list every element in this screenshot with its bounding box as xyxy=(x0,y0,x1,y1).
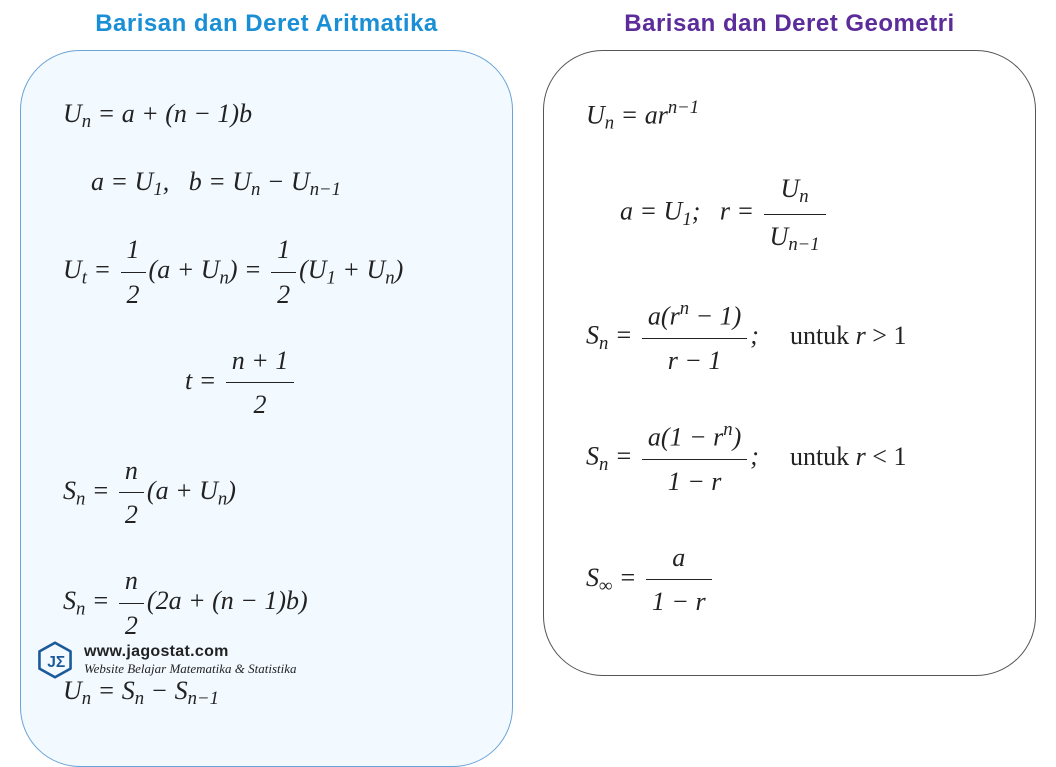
formula-s-inf: S∞ = a1 − r xyxy=(586,537,1001,623)
formula-un-arith: Un = a + (n − 1)b xyxy=(63,93,478,137)
footer-site: www.jagostat.com xyxy=(84,643,297,661)
geometric-column: Barisan dan Deret Geometri Un = arn−1 a … xyxy=(543,10,1036,767)
formula-t: t = n + 12 xyxy=(185,340,478,426)
logo-icon: J Σ xyxy=(36,641,74,679)
formula-sn-r-gt1: Sn = a(rn − 1)r − 1; untuk r > 1 xyxy=(586,294,1001,381)
footer-text: www.jagostat.com Website Belajar Matemat… xyxy=(84,643,297,677)
formula-sn-1: Sn = n2(a + Un) xyxy=(63,450,478,536)
formula-un-geo: Un = arn−1 xyxy=(586,93,1001,138)
formula-sn-r-lt1: Sn = a(1 − rn)1 − r; untuk r < 1 xyxy=(586,415,1001,502)
geometric-heading: Barisan dan Deret Geometri xyxy=(543,10,1036,38)
formula-a-b: a = U1, b = Un − Un−1 xyxy=(91,161,478,205)
logo-glyph-j: J xyxy=(47,654,56,671)
arithmetic-heading: Barisan dan Deret Aritmatika xyxy=(20,10,513,38)
footer-tagline: Website Belajar Matematika & Statistika xyxy=(84,661,297,677)
footer: J Σ www.jagostat.com Website Belajar Mat… xyxy=(36,641,297,679)
formula-a-r: a = U1; r = UnUn−1 xyxy=(620,168,1001,259)
logo-glyph-sigma: Σ xyxy=(56,654,65,671)
geometric-panel: Un = arn−1 a = U1; r = UnUn−1 Sn = a(rn … xyxy=(543,50,1036,676)
formula-sn-2: Sn = n2(2a + (n − 1)b) xyxy=(63,560,478,646)
formula-ut: Ut = 12(a + Un) = 12(U1 + Un) xyxy=(63,229,478,315)
